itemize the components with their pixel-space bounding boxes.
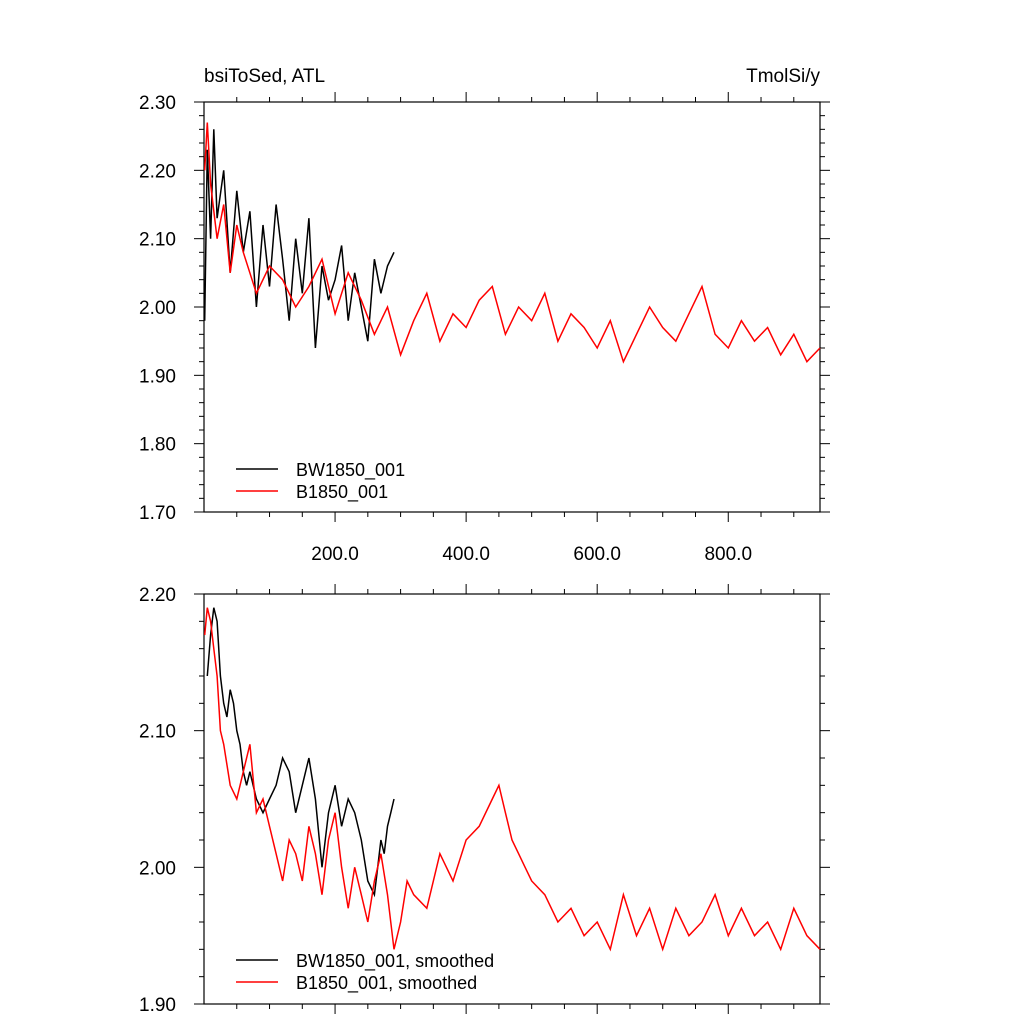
bottom-panel-frame [203,593,821,1005]
top-panel-ytick-label: 2.10 [139,230,176,251]
top-panel-legend: BW1850_001 B1850_001 [236,460,405,503]
top-panel-ytick-label: 2.30 [139,93,176,114]
bottom-panel-series [203,607,821,952]
top-panel-ytick-label: 1.90 [139,366,176,387]
top-panel-xtick-label: 400.0 [442,544,490,565]
top-panel-legend-label-0: BW1850_001 [296,460,405,481]
top-panel-series-0-line [203,129,395,349]
bottom-panel-legend-label-0: BW1850_001, smoothed [296,951,494,972]
bottom-panel-legend: BW1850_001, smoothed B1850_001, smoothed [236,951,494,994]
top-panel-ytick-label: 2.20 [139,161,176,182]
bottom-panel-x-ticks [236,584,795,1014]
top-panel-ytick-label: 1.80 [139,435,176,456]
top-panel-x-ticks: 200.0 400.0 600.0 800.0 [236,92,795,565]
bottom-panel-ytick-label: 2.10 [139,722,176,743]
bottom-panel-ytick-label: 1.90 [139,995,176,1016]
top-panel-title-left: bsiToSed, ATL [204,66,325,87]
top-panel-series [203,122,821,364]
top-panel-xtick-label: 200.0 [311,544,359,565]
bottom-panel-y-ticks: 1.90 2.00 2.10 2.20 [139,585,830,1016]
top-panel-xtick-label: 800.0 [704,544,752,565]
bottom-panel-series-1-line [203,607,821,952]
top-panel-title-right: TmolSi/y [746,66,820,87]
top-panel-ytick-label: 2.00 [139,298,176,319]
top-panel-y-ticks: 1.70 1.80 1.90 2.00 2.10 2.20 2.30 [139,93,830,524]
top-panel-legend-label-1: B1850_001 [296,482,388,503]
bottom-panel-ytick-label: 2.20 [139,585,176,606]
top-panel-ytick-label: 1.70 [139,503,176,524]
top-panel-xtick-label: 600.0 [573,544,621,565]
top-panel-series-1-line [203,122,821,364]
top-panel: bsiToSed, ATL TmolSi/y 1.70 1.80 1.90 2.00 2… [139,66,830,565]
bottom-panel-ytick-label: 2.00 [139,858,176,879]
bottom-panel: 1.90 2.00 2.10 2.20 BW1850_001, smoothed B1… [139,584,830,1016]
bottom-panel-legend-label-1: B1850_001, smoothed [296,973,477,994]
bottom-panel-series-0-line [206,607,395,898]
